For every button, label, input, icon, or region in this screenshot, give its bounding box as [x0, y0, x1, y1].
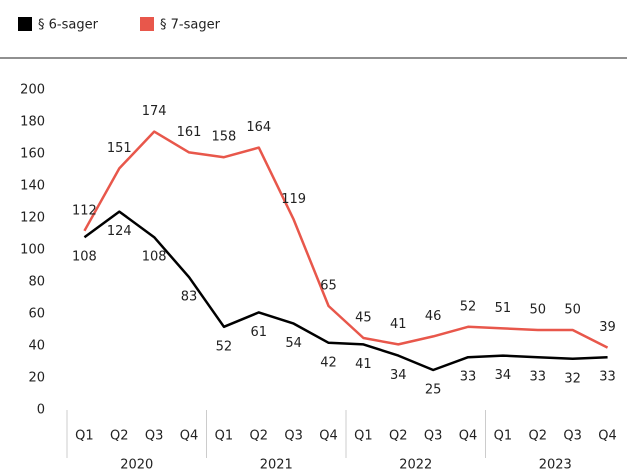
data-label: 33 — [599, 370, 616, 385]
data-label: 34 — [390, 368, 407, 383]
data-label: 52 — [216, 339, 233, 354]
y-tick-label: 160 — [20, 147, 45, 162]
group-label: 2020 — [120, 458, 153, 473]
x-tick-label: Q4 — [319, 429, 338, 444]
x-tick-label: Q1 — [354, 429, 373, 444]
legend-label: § 6-sager — [38, 18, 99, 33]
y-tick-label: 120 — [20, 211, 45, 226]
y-tick-label: 100 — [20, 243, 45, 258]
data-label: 108 — [72, 250, 97, 265]
y-tick-label: 40 — [28, 339, 45, 354]
x-tick-label: Q3 — [284, 429, 303, 444]
y-tick-label: 60 — [28, 307, 45, 322]
data-label: 52 — [460, 299, 477, 314]
group-label: 2023 — [539, 458, 572, 473]
data-label: 41 — [390, 317, 407, 332]
x-tick-label: Q2 — [110, 429, 129, 444]
group-label: 2021 — [260, 458, 293, 473]
data-label: 108 — [142, 250, 167, 265]
y-tick-label: 0 — [37, 403, 45, 418]
data-label: 119 — [281, 192, 306, 207]
x-tick-label: Q4 — [459, 429, 478, 444]
data-label: 65 — [320, 279, 337, 294]
data-label: 83 — [181, 290, 198, 305]
data-label: 51 — [495, 301, 512, 316]
data-label: 32 — [564, 371, 581, 386]
series-line — [83, 130, 609, 349]
data-label: 46 — [425, 309, 442, 324]
x-tick-label: Q3 — [563, 429, 582, 444]
data-label: 112 — [72, 203, 97, 218]
x-tick-label: Q3 — [145, 429, 164, 444]
data-label: 161 — [177, 125, 202, 140]
data-label: 164 — [246, 120, 271, 135]
data-label: 42 — [320, 355, 337, 370]
x-tick-label: Q4 — [180, 429, 199, 444]
x-tick-label: Q2 — [389, 429, 408, 444]
y-tick-label: 20 — [28, 371, 45, 386]
x-tick-label: Q2 — [250, 429, 269, 444]
y-tick-label: 80 — [28, 275, 45, 290]
data-label: 151 — [107, 141, 132, 156]
data-label: 174 — [142, 104, 167, 119]
legend-swatch — [140, 17, 154, 31]
data-label: 25 — [425, 383, 442, 398]
x-tick-label: Q1 — [215, 429, 234, 444]
x-tick-label: Q2 — [529, 429, 548, 444]
x-tick-label: Q3 — [424, 429, 443, 444]
data-label: 54 — [285, 336, 302, 351]
legend-swatch — [18, 17, 32, 31]
data-label: 39 — [599, 320, 616, 335]
data-label: 124 — [107, 224, 132, 239]
x-tick-label: Q1 — [494, 429, 513, 444]
legend-label: § 7-sager — [160, 18, 221, 33]
y-tick-label: 200 — [20, 83, 45, 98]
data-label: 158 — [212, 130, 237, 145]
x-tick-label: Q4 — [598, 429, 617, 444]
data-label: 45 — [355, 311, 372, 326]
data-label: 34 — [495, 368, 512, 383]
data-label: 50 — [530, 303, 547, 318]
group-label: 2022 — [399, 458, 432, 473]
x-tick-label: Q1 — [75, 429, 94, 444]
y-tick-label: 180 — [20, 115, 45, 130]
data-label: 33 — [530, 370, 547, 385]
data-label: 33 — [460, 370, 477, 385]
series-line — [83, 210, 608, 372]
data-label: 61 — [251, 325, 268, 340]
data-label: 41 — [355, 357, 372, 372]
data-label: 50 — [564, 303, 581, 318]
y-tick-label: 140 — [20, 179, 45, 194]
